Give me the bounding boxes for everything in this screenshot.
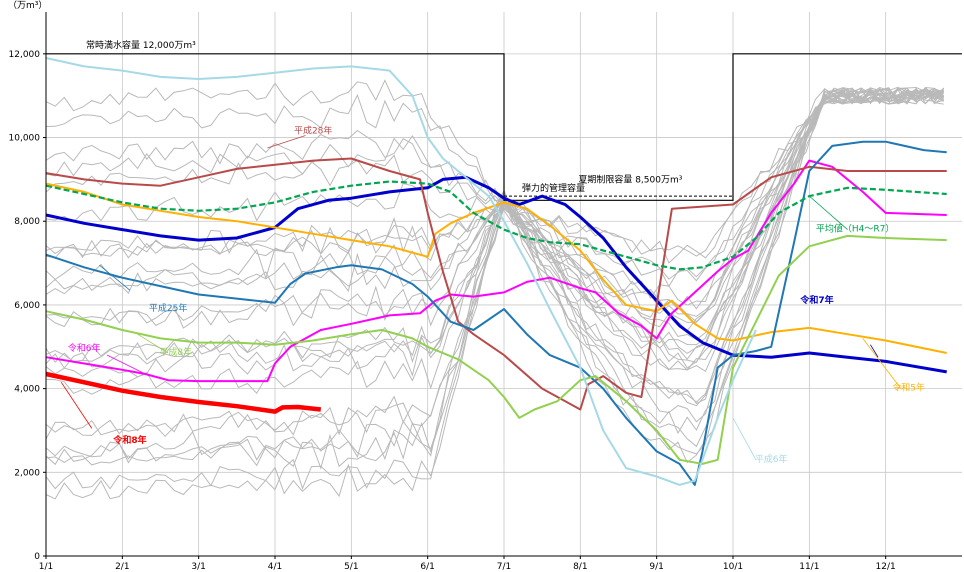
x-tick-label: 10/1 (723, 562, 743, 572)
annotation-leader-1 (870, 344, 879, 358)
y-tick-label: 6,000 (14, 301, 40, 311)
x-tick-label: 12/1 (876, 562, 896, 572)
y-tick-label: 10,000 (9, 134, 41, 144)
flexible-capacity-label: 弾力的管理容量 (522, 182, 585, 194)
y-tick-label: 12,000 (9, 50, 41, 60)
x-tick-label: 11/1 (799, 562, 819, 572)
annotation-label-6: 平成8年 (159, 346, 192, 358)
annotation-leader-7 (732, 417, 757, 460)
annotation-label-7: 平成6年 (755, 453, 788, 465)
historical-year-line (45, 88, 944, 328)
y-tick-label: 4,000 (14, 385, 40, 395)
x-tick-label: 5/1 (344, 562, 358, 572)
series-line-4 (45, 157, 947, 411)
x-tick-label: 8/1 (573, 562, 587, 572)
x-tick-label: 6/1 (420, 562, 434, 572)
annotation-label-2: 令和6年 (68, 342, 101, 354)
x-tick-label: 7/1 (497, 562, 511, 572)
annotation-label-8: 平均値（H4～R7） (816, 223, 894, 235)
annotation-leader-3 (862, 338, 902, 389)
historical-year-line (45, 88, 945, 436)
historical-year-line (45, 87, 944, 403)
axis-layer: 0 2,000 4,000 6,000 8,000 10,000 12,000 1/1 2/1 3… (8, 0, 962, 572)
annotation-leader-2 (106, 354, 146, 375)
annotation-label-3: 令和5年 (892, 382, 925, 394)
series-line-5 (45, 140, 947, 486)
annotation-leader-0 (60, 382, 93, 429)
series-line-0 (45, 371, 322, 414)
series-line-2 (45, 159, 947, 383)
historical-year-line (45, 86, 944, 460)
series-line-3 (45, 182, 947, 354)
annotation-leader-8 (809, 195, 848, 230)
historical-year-line (45, 91, 945, 440)
normal-capacity-label: 常時満水容量 12,000万m³ (86, 39, 196, 51)
annotation-leader-5 (99, 264, 131, 291)
series-line-7 (45, 57, 757, 486)
annotation-label-4: 平成28年 (294, 124, 332, 136)
y-unit-label: （万m³） (8, 0, 47, 11)
series-line-6 (45, 234, 947, 465)
historical-year-line (45, 87, 945, 288)
y-tick-label: 0 (34, 552, 40, 562)
annotation-label-5: 平成25年 (149, 302, 187, 314)
historical-year-line (45, 87, 944, 435)
annotation-label-1: 令和7年 (799, 294, 833, 306)
x-tick-label: 1/1 (39, 562, 53, 572)
annotation-leader-6 (137, 333, 169, 354)
capacity-step-line (46, 53, 962, 201)
y-tick-label: 2,000 (14, 468, 40, 478)
x-tick-label: 3/1 (191, 562, 205, 572)
annotation-leader-4 (267, 135, 306, 149)
x-tick-label: 2/1 (115, 562, 129, 572)
summer-capacity-label: 夏期制限容量 8,500万m³ (578, 173, 682, 185)
historical-year-line (45, 86, 945, 491)
annotation-label-0: 令和8年 (112, 434, 146, 446)
highlighted-series (45, 57, 947, 486)
historical-year-line (45, 87, 944, 369)
x-tick-label: 9/1 (649, 562, 663, 572)
series-line-8 (45, 180, 947, 271)
x-tick-label: 4/1 (268, 562, 282, 572)
y-tick-label: 8,000 (14, 217, 40, 227)
